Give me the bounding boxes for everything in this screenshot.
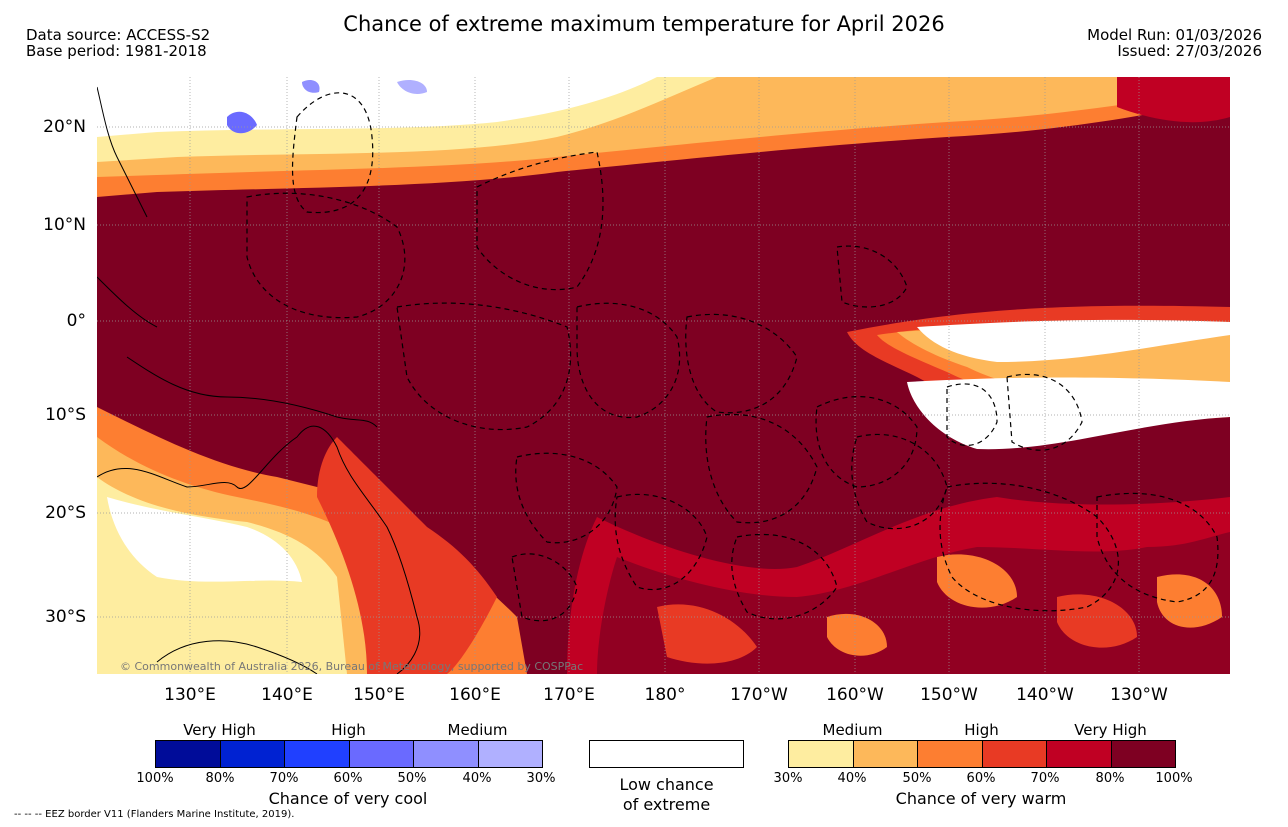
graticule bbox=[97, 77, 1230, 674]
southeast-patch-3 bbox=[1057, 594, 1137, 648]
low-chance-label-1: Low chance bbox=[619, 775, 714, 794]
equatorial-no-chance-2 bbox=[907, 377, 1230, 450]
cool-swatch-3 bbox=[349, 741, 414, 767]
warm-pct-2: 50% bbox=[902, 771, 932, 786]
southeast-patch-5 bbox=[827, 613, 887, 656]
lat-label-30s: 30°S bbox=[45, 607, 86, 627]
north-cool-patch-3 bbox=[397, 80, 427, 94]
north-cool-patch bbox=[227, 111, 257, 134]
cool-swatch-1 bbox=[220, 741, 285, 767]
north-cool-patch-2 bbox=[302, 80, 320, 93]
lon-label-180: 180° bbox=[644, 685, 686, 705]
lon-label-130e: 130°E bbox=[164, 685, 216, 705]
lon-label-140w: 140°W bbox=[1016, 685, 1074, 705]
cool-swatch-5 bbox=[478, 741, 542, 767]
equatorial-no-chance-1 bbox=[917, 319, 1230, 362]
coastlines bbox=[96, 86, 421, 675]
cool-pct-4: 50% bbox=[397, 771, 427, 786]
warm-label-medium: Medium bbox=[822, 721, 883, 739]
warm-pct-4: 70% bbox=[1030, 771, 1060, 786]
warm-pct-6: 100% bbox=[1155, 771, 1193, 786]
data-source: Data source: ACCESS-S2 bbox=[26, 26, 211, 44]
eez-footnote: -- -- -- EEZ border V11 (Flanders Marine… bbox=[14, 809, 295, 820]
australia-no-chance bbox=[107, 497, 302, 582]
cool-swatch-2 bbox=[285, 741, 350, 767]
lon-label-150e: 150°E bbox=[353, 685, 405, 705]
lon-label-170e: 170°E bbox=[543, 685, 595, 705]
warm-label-high: High bbox=[964, 721, 999, 739]
cool-pct-0: 100% bbox=[136, 771, 174, 786]
low-chance-swatch bbox=[589, 740, 744, 768]
cool-label-high: High bbox=[331, 721, 366, 739]
lon-label-150w: 150°W bbox=[920, 685, 978, 705]
cool-label-medium: Medium bbox=[447, 721, 508, 739]
copyright-notice: © Commonwealth of Australia 2026, Bureau… bbox=[120, 660, 584, 673]
low-chance-label-2: of extreme bbox=[622, 795, 711, 814]
warm-pct-3: 60% bbox=[966, 771, 996, 786]
lat-label-eq: 0° bbox=[66, 311, 86, 331]
warm-pct-1: 40% bbox=[837, 771, 867, 786]
lat-label-20n: 20°N bbox=[43, 117, 86, 137]
southeast-patch-1 bbox=[657, 604, 757, 664]
lon-label-170w: 170°W bbox=[730, 685, 788, 705]
warm-swatch-0 bbox=[789, 741, 854, 767]
cool-label-very-high: Very High bbox=[183, 721, 256, 739]
lon-label-140e: 140°E bbox=[261, 685, 313, 705]
warm-swatch-3 bbox=[982, 741, 1047, 767]
map-title: Chance of extreme maximum temperature fo… bbox=[343, 12, 945, 36]
base-period: Base period: 1981-2018 bbox=[26, 42, 207, 60]
warm-swatch-2 bbox=[918, 741, 983, 767]
warm-pct-0: 30% bbox=[773, 771, 803, 786]
cool-pct-6: 30% bbox=[526, 771, 556, 786]
cool-colorbar bbox=[155, 740, 543, 768]
lat-label-10s: 10°S bbox=[45, 405, 86, 425]
issued-date: Issued: 27/03/2026 bbox=[1117, 42, 1262, 60]
forecast-map bbox=[96, 77, 1230, 675]
northeast-patch bbox=[1117, 77, 1230, 123]
eez-borders bbox=[246, 92, 1219, 622]
lon-label-130w: 130°W bbox=[1110, 685, 1168, 705]
cool-pct-3: 60% bbox=[333, 771, 363, 786]
lon-label-160e: 160°E bbox=[449, 685, 501, 705]
warm-swatch-5 bbox=[1111, 741, 1175, 767]
map-svg bbox=[96, 77, 1230, 675]
cool-pct-5: 40% bbox=[462, 771, 492, 786]
meta-left: Data source: ACCESS-S2 Base period: 1981… bbox=[26, 27, 210, 59]
lat-label-20s: 20°S bbox=[45, 503, 86, 523]
cool-pct-2: 70% bbox=[269, 771, 299, 786]
warm-colorbar bbox=[788, 740, 1176, 768]
warm-swatch-4 bbox=[1047, 741, 1112, 767]
model-run: Model Run: 01/03/2026 bbox=[1087, 26, 1262, 44]
coral-sea-high-area bbox=[317, 437, 497, 674]
warm-legend-title: Chance of very warm bbox=[895, 789, 1067, 808]
southeast-patch-2 bbox=[937, 554, 1017, 608]
warm-pct-5: 80% bbox=[1095, 771, 1125, 786]
cool-pct-1: 80% bbox=[205, 771, 235, 786]
lon-label-160w: 160°W bbox=[826, 685, 884, 705]
meta-right: Model Run: 01/03/2026 Issued: 27/03/2026 bbox=[1087, 27, 1262, 59]
cool-swatch-4 bbox=[414, 741, 479, 767]
lat-label-10n: 10°N bbox=[43, 215, 86, 235]
cool-legend-title: Chance of very cool bbox=[268, 789, 428, 808]
warm-label-very-high: Very High bbox=[1074, 721, 1147, 739]
cool-swatch-0 bbox=[156, 741, 221, 767]
warm-swatch-1 bbox=[853, 741, 918, 767]
